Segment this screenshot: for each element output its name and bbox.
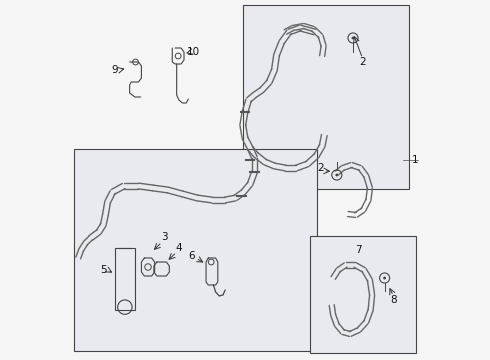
Text: 3: 3 xyxy=(161,232,168,242)
Text: 1: 1 xyxy=(412,155,418,165)
Circle shape xyxy=(351,37,354,40)
Text: 2: 2 xyxy=(359,57,366,67)
Text: 6: 6 xyxy=(188,251,195,261)
Bar xyxy=(310,236,416,353)
Bar xyxy=(74,149,317,351)
Text: 5: 5 xyxy=(100,265,106,275)
Text: 7: 7 xyxy=(356,245,362,255)
Text: 8: 8 xyxy=(390,295,397,305)
Text: 4: 4 xyxy=(175,243,182,253)
Bar xyxy=(115,248,135,310)
Text: 9: 9 xyxy=(112,65,118,75)
Text: 10: 10 xyxy=(187,47,200,57)
Text: 2: 2 xyxy=(318,163,324,173)
Bar xyxy=(243,5,409,189)
Circle shape xyxy=(383,276,386,279)
Circle shape xyxy=(335,174,338,176)
